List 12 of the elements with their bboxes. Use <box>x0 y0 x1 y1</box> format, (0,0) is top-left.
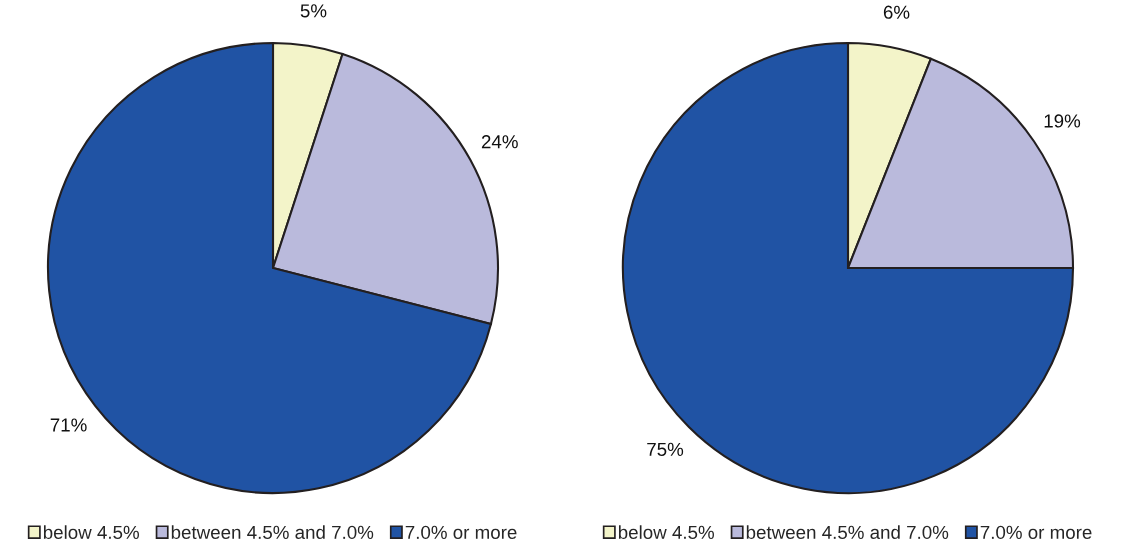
legend-label: below 4.5% <box>618 525 714 540</box>
data-label: 75% <box>647 442 684 456</box>
legend-label: 7.0% or more <box>980 525 1092 540</box>
legend-label: 7.0% or more <box>405 525 517 540</box>
legend-label: between 4.5% and 7.0% <box>171 525 374 540</box>
legend-label: between 4.5% and 7.0% <box>746 525 949 540</box>
data-label: 19% <box>1044 114 1081 128</box>
legend-label: below 4.5% <box>43 525 139 540</box>
data-label: 24% <box>481 135 518 149</box>
data-label: 71% <box>50 418 87 432</box>
data-label: 6% <box>883 5 910 19</box>
data-label: 5% <box>300 4 327 18</box>
